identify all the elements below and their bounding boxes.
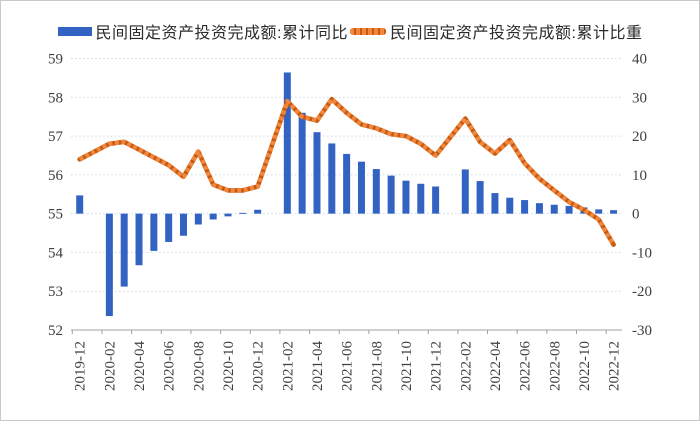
- bar-2020-03: [120, 213, 128, 287]
- bar-2020-05: [150, 213, 158, 251]
- x-axis-tick-label: 2021-02: [280, 341, 296, 391]
- x-axis-tick-label: 2020-06: [162, 341, 178, 391]
- right-axis-tick-label: 40: [632, 52, 647, 68]
- right-axis-tick-label: -30: [632, 323, 652, 339]
- bar-2019-12: [76, 195, 84, 214]
- left-axis-tick-label: 56: [48, 168, 64, 184]
- x-axis-tick-label: 2021-10: [399, 341, 415, 391]
- legend-label-share: 民间固定资产投资完成额:累计比重: [390, 25, 643, 42]
- x-axis-tick-label: 2022-12: [607, 341, 623, 391]
- bar-2020-11: [239, 212, 247, 214]
- right-axis-tick-label: 10: [632, 168, 647, 184]
- bar-2021-09: [387, 175, 395, 214]
- left-axis-tick-label: 59: [48, 52, 63, 68]
- bar-2022-06: [521, 200, 529, 214]
- bar-2020-04: [135, 213, 143, 266]
- x-axis-tick-label: 2021-08: [369, 341, 385, 391]
- left-axis-tick-label: 57: [48, 129, 64, 145]
- x-axis-tick-label: 2020-12: [251, 341, 267, 391]
- bar-2022-02: [461, 169, 469, 214]
- bar-2021-06: [343, 153, 351, 214]
- bar-2021-04: [313, 132, 321, 214]
- bar-2022-08: [550, 204, 558, 214]
- x-axis-tick-label: 2020-02: [102, 341, 118, 391]
- bar-2021-08: [372, 169, 380, 214]
- x-axis-tick-label: 2022-06: [518, 341, 534, 391]
- bar-2020-12: [254, 209, 262, 214]
- bar-2021-07: [357, 161, 365, 214]
- right-axis-tick-label: -20: [632, 284, 652, 300]
- left-axis-tick-label: 54: [48, 245, 64, 261]
- bar-2020-06: [165, 213, 173, 242]
- bar-2022-11: [595, 209, 603, 214]
- x-axis-tick-label: 2021-06: [340, 341, 356, 391]
- left-axis-tick-label: 58: [48, 90, 63, 106]
- legend-item-share: 民间固定资产投资完成额:累计比重: [350, 19, 642, 43]
- bar-2021-11: [417, 183, 425, 214]
- x-axis-tick-label: 2021-04: [310, 341, 326, 391]
- bar-2020-08: [194, 213, 202, 225]
- bar-2021-05: [328, 143, 336, 214]
- x-axis-tick-label: 2019-12: [73, 341, 89, 391]
- bar-2021-02: [283, 72, 291, 214]
- x-axis-tick-label: 2022-02: [458, 341, 474, 391]
- legend-label-yoy: 民间固定资产投资完成额:累计同比: [95, 25, 348, 42]
- bar-2021-10: [402, 180, 410, 214]
- left-axis-tick-label: 52: [48, 323, 63, 339]
- bar-2020-07: [180, 213, 188, 236]
- right-axis-tick-label: 0: [632, 207, 640, 223]
- legend-item-yoy: 民间固定资产投资完成额:累计同比: [57, 19, 348, 43]
- bar-2020-09: [209, 213, 217, 220]
- bar-2022-09: [565, 205, 573, 214]
- x-axis-tick-label: 2021-12: [429, 341, 445, 391]
- right-axis-tick-label: 30: [632, 90, 647, 106]
- x-axis-tick-label: 2020-10: [221, 341, 237, 391]
- bar-2021-03: [298, 112, 306, 214]
- share-line: [78, 96, 616, 246]
- x-axis-tick-label: 2020-08: [191, 341, 207, 391]
- x-axis-tick-label: 2022-08: [547, 341, 563, 391]
- bar-2022-07: [535, 203, 543, 214]
- x-axis-tick-label: 2022-10: [577, 341, 593, 391]
- bar-series-swatch-icon: [57, 26, 92, 36]
- bar-2022-04: [491, 193, 499, 214]
- bar-2022-03: [476, 181, 484, 214]
- dashed-line-series-swatch-icon: [350, 27, 386, 35]
- x-axis-tick-label: 2020-04: [132, 341, 148, 391]
- chart-legend: 民间固定资产投资完成额:累计同比 民间固定资产投资完成额:累计比重: [1, 19, 699, 43]
- bar-2020-10: [224, 213, 232, 217]
- left-axis-tick-label: 53: [48, 284, 63, 300]
- left-axis-tick-label: 55: [48, 207, 63, 223]
- bar-2021-12: [432, 186, 440, 214]
- right-axis-tick-label: 20: [632, 129, 647, 145]
- bar-2020-02: [105, 213, 113, 317]
- x-axis-tick-label: 2022-04: [488, 341, 504, 391]
- right-axis-tick-label: -10: [632, 245, 652, 261]
- bar-2022-05: [506, 197, 514, 214]
- bar-2022-12: [610, 210, 618, 214]
